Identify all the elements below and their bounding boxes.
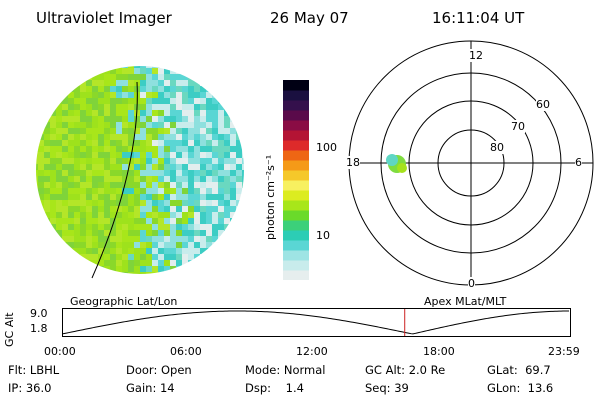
info-dsp: Dsp: 1.4 — [245, 381, 304, 395]
terminator-line — [91, 81, 138, 279]
colorbar-segment — [283, 150, 309, 161]
mlt-label-12: 12 — [469, 49, 483, 62]
altitude-curve — [62, 310, 570, 335]
lat-label-70: 70 — [511, 120, 525, 133]
timeline-xtick-0600: 06:00 — [170, 345, 202, 358]
info-seq: Seq: 39 — [365, 381, 409, 395]
colorbar-tick-10: 10 — [316, 229, 330, 242]
colorbar-segment — [283, 100, 309, 111]
colorbar-segment — [283, 120, 309, 131]
timeline-xtick-0000: 00:00 — [44, 345, 76, 358]
colorbar-segment — [283, 90, 309, 101]
timeline-axis-title: GC Alt — [3, 312, 16, 347]
timeline-ytick-bottom: 1.8 — [30, 322, 48, 335]
earth-image — [36, 66, 244, 279]
earth-emission-map — [36, 66, 244, 274]
colorbar-segment — [283, 190, 309, 201]
timeline-frame — [62, 308, 571, 337]
mlt-label-6: 6 — [575, 156, 582, 169]
info-glat: GLat: 69.7 — [487, 363, 551, 377]
colorbar-segment — [283, 240, 309, 251]
timeline-xtick-1800: 18:00 — [423, 345, 455, 358]
colorbar-segment — [283, 110, 309, 121]
colorbar-segment — [283, 260, 309, 271]
timeline-ytick-top: 9.0 — [30, 307, 48, 320]
info-ip: IP: 36.0 — [8, 381, 52, 395]
timeline-right-label: Apex MLat/MLT — [424, 295, 507, 308]
info-flt: Flt: LBHL — [8, 363, 60, 377]
altitude-timeline — [62, 308, 571, 337]
mlt-label-18: 18 — [346, 156, 360, 169]
colorbar-segment — [283, 250, 309, 261]
colorbar-segment — [283, 130, 309, 141]
colorbar-unit-label: photon cm⁻²s⁻¹ — [264, 154, 277, 240]
colorbar-segment — [283, 200, 309, 211]
info-mode: Mode: Normal — [245, 363, 326, 377]
info-door: Door: Open — [126, 363, 192, 377]
timeline-xtick-2359: 23:59 — [548, 345, 580, 358]
image-date: 26 May 07 — [270, 9, 349, 27]
info-gain: Gain: 14 — [126, 381, 175, 395]
colorbar-segment — [283, 210, 309, 221]
colorbar-tick-100: 100 — [316, 141, 337, 154]
instrument-title: Ultraviolet Imager — [36, 9, 172, 27]
info-gc-alt: GC Alt: 2.0 Re — [365, 363, 446, 377]
polar-plot — [348, 40, 594, 286]
colorbar — [283, 80, 309, 280]
colorbar-segment — [283, 170, 309, 181]
info-glon: GLon: 13.6 — [487, 381, 554, 395]
colorbar-segment — [283, 160, 309, 171]
colorbar-segment — [283, 80, 309, 91]
mlt-label-0: 0 — [468, 277, 475, 290]
auroral-spot — [386, 154, 407, 173]
timeline-xtick-1200: 12:00 — [296, 345, 328, 358]
colorbar-segment — [283, 140, 309, 151]
colorbar-segment — [283, 220, 309, 231]
lat-label-60: 60 — [536, 98, 550, 111]
image-time: 16:11:04 UT — [432, 9, 525, 27]
colorbar-segment — [283, 180, 309, 191]
colorbar-segment — [283, 230, 309, 241]
colorbar-segment — [283, 270, 309, 280]
lat-label-80: 80 — [490, 141, 504, 154]
timeline-left-label: Geographic Lat/Lon — [70, 295, 178, 308]
